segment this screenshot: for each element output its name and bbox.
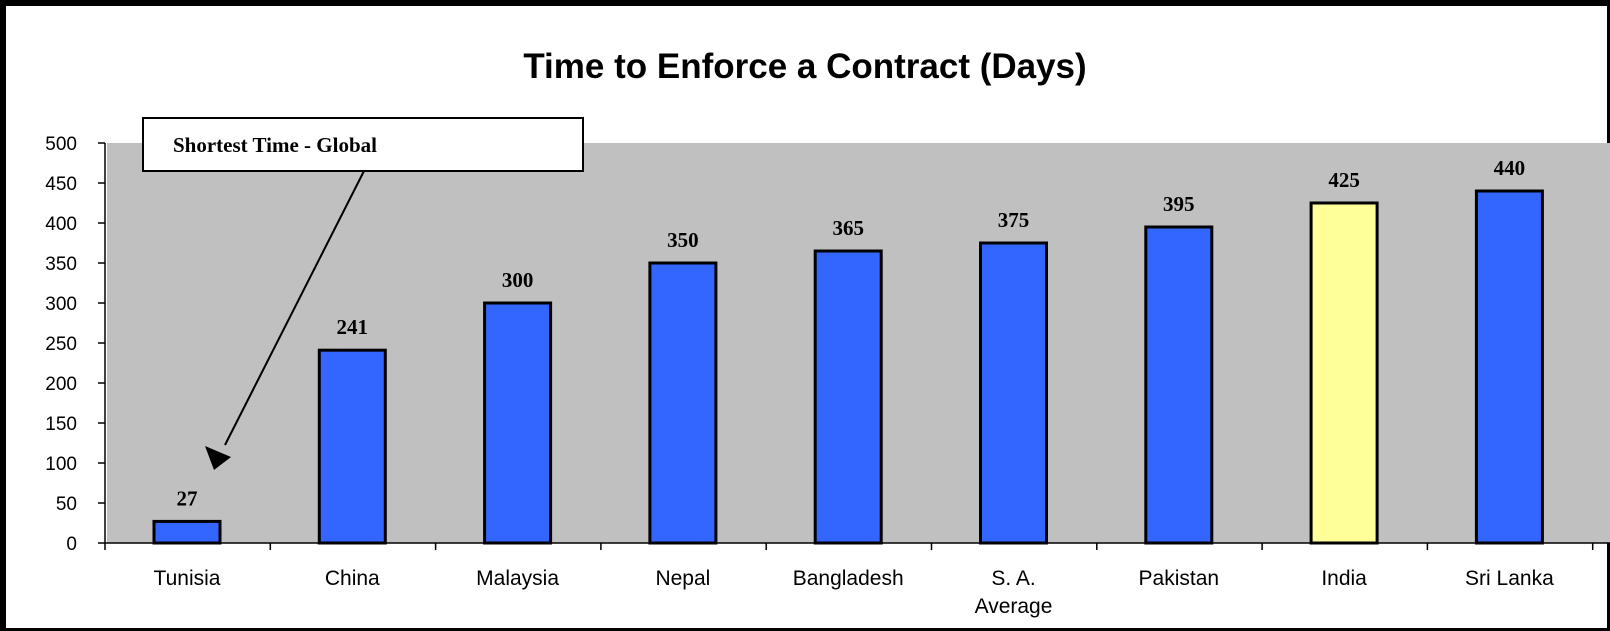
data-label: 300 xyxy=(502,268,534,292)
data-label: 425 xyxy=(1328,168,1360,192)
y-tick-label: 500 xyxy=(45,134,77,155)
x-tick-label: India xyxy=(1321,567,1367,590)
bar-tunisia xyxy=(152,519,222,545)
bar-s-a-average xyxy=(979,241,1048,545)
bar-pakistan xyxy=(1144,225,1214,545)
data-label: 27 xyxy=(177,486,198,510)
chart-title: Time to Enforce a Contract (Days) xyxy=(523,47,1086,86)
data-label: 440 xyxy=(1494,156,1526,180)
y-tick-label: 250 xyxy=(45,334,77,355)
y-tick-label: 0 xyxy=(66,534,77,555)
bar-malaysia xyxy=(483,301,553,545)
x-tick-label: Tunisia xyxy=(154,567,221,590)
callout-box xyxy=(142,117,584,172)
data-label: 350 xyxy=(667,228,699,252)
callout-arrowhead xyxy=(205,446,231,470)
x-tick-label: Sri Lanka xyxy=(1465,567,1554,590)
y-tick-label: 200 xyxy=(45,374,77,395)
y-tick-label: 450 xyxy=(45,174,77,195)
bar-china xyxy=(317,348,387,545)
y-tick-label: 100 xyxy=(45,454,77,475)
y-tick-label: 400 xyxy=(45,214,77,235)
x-tick-label: Nepal xyxy=(655,567,710,590)
y-tick-label: 350 xyxy=(45,254,77,275)
x-tick-label: China xyxy=(325,567,380,590)
bars xyxy=(152,189,1544,545)
x-tick-label: S. A. xyxy=(991,567,1035,590)
y-tick-label: 150 xyxy=(45,414,77,435)
y-axis: 0 50 100 150 200 250 300 350 400 450 500 xyxy=(45,134,106,555)
y-tick-label: 50 xyxy=(56,494,77,515)
data-label: 395 xyxy=(1163,192,1195,216)
data-labels: 27 241 300 350 365 375 395 425 440 xyxy=(177,156,1526,510)
callout-arrow-line xyxy=(224,170,365,446)
bar-sri-lanka xyxy=(1474,189,1544,545)
x-tick-label: Pakistan xyxy=(1139,567,1220,590)
data-label: 375 xyxy=(998,208,1030,232)
data-label: 365 xyxy=(832,216,864,240)
x-tick-labels: Tunisia China Malaysia Nepal Bangladesh S. A.… xyxy=(154,567,1555,618)
annotation-callout: Shortest Time - Global xyxy=(142,117,584,470)
callout-text: Shortest Time - Global xyxy=(173,133,377,157)
x-tick-label: Malaysia xyxy=(476,567,559,590)
bar-india xyxy=(1309,201,1379,545)
y-tick-label: 300 xyxy=(45,294,77,315)
bar-nepal xyxy=(648,261,718,545)
bar-bangladesh xyxy=(813,249,883,545)
x-tick-label: Bangladesh xyxy=(793,567,904,590)
data-label: 241 xyxy=(337,315,369,339)
x-tick-label: Average xyxy=(975,595,1053,618)
